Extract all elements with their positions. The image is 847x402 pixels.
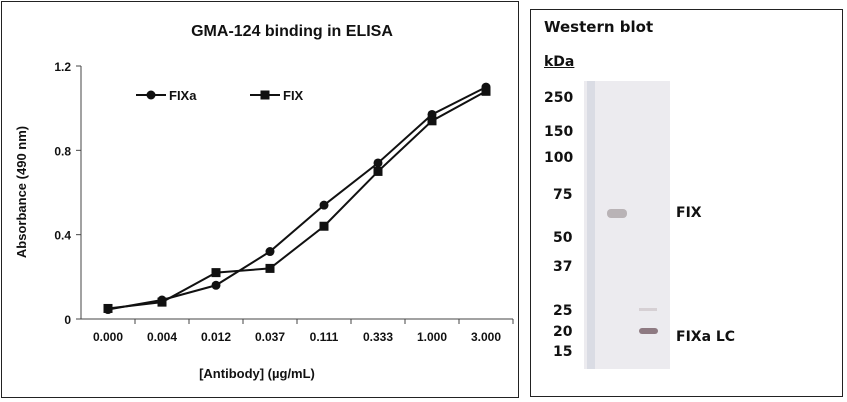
band-label-fixa-lc: FIXa LC	[676, 329, 736, 345]
marker-label-37: 37	[553, 259, 573, 275]
marker-label-75: 75	[553, 187, 573, 203]
elisa-chart-panel: GMA-124 binding in ELISA Absorbance (490…	[1, 1, 519, 398]
point-FIX	[319, 221, 329, 231]
kda-label: kDa	[544, 54, 575, 70]
marker-label-15: 15	[553, 344, 573, 360]
elisa-line-chart: GMA-124 binding in ELISA Absorbance (490…	[14, 23, 514, 381]
y-tick-label: 1.2	[54, 60, 71, 74]
marker-label-50: 50	[553, 230, 573, 246]
x-tick-label: 0.111	[310, 330, 339, 344]
x-tick-label: 0.333	[363, 330, 393, 344]
blot-membrane	[584, 81, 670, 369]
chart-title: GMA-124 binding in ELISA	[191, 23, 393, 40]
y-tick-label: 0.8	[54, 144, 71, 158]
point-FIX	[103, 303, 113, 313]
legend-label-FIX: FIX	[283, 88, 304, 103]
y-tick-label: 0	[64, 313, 71, 327]
point-FIXa	[319, 200, 329, 210]
marker-label-20: 20	[553, 324, 573, 340]
x-tick-label: 0.037	[255, 330, 285, 344]
marker-label-250: 250	[544, 90, 574, 106]
x-tick-label: 3.000	[471, 330, 501, 344]
point-FIXa	[265, 247, 275, 257]
band-fix	[607, 209, 627, 218]
y-tick-label: 0.4	[54, 229, 71, 243]
point-FIXa	[373, 158, 383, 168]
point-FIX	[265, 263, 275, 273]
point-FIX	[427, 116, 437, 126]
western-blot-panel: Western blot kDa 250 150 100 75 50 37 25 20 15 F…	[530, 9, 843, 397]
blot-title: Western blot	[544, 18, 654, 36]
point-FIX	[481, 86, 491, 96]
band-label-fix: FIX	[676, 205, 702, 221]
x-tick-label: 0.000	[93, 330, 123, 344]
legend-marker-FIXa	[146, 90, 156, 100]
x-axis-label: [Antibody] (µg/mL)	[199, 366, 315, 381]
point-FIX	[211, 268, 221, 278]
marker-label-25: 25	[553, 303, 573, 319]
y-axis-label: Absorbance (490 nm)	[14, 126, 29, 258]
marker-label-100: 100	[544, 150, 574, 166]
band-faint-25	[639, 308, 657, 311]
ladder-lane	[587, 81, 595, 369]
marker-label-150: 150	[544, 124, 574, 140]
x-tick-label: 1.000	[417, 330, 447, 344]
x-tick-label: 0.004	[147, 330, 177, 344]
legend-label-FIXa: FIXa	[169, 88, 197, 103]
x-tick-label: 0.012	[201, 330, 231, 344]
series-line-FIX	[107, 90, 487, 310]
band-fixa-lc	[639, 328, 658, 334]
point-FIX	[157, 297, 167, 307]
point-FIX	[373, 166, 383, 176]
point-FIXa	[211, 280, 221, 290]
legend-marker-FIX	[260, 90, 270, 100]
